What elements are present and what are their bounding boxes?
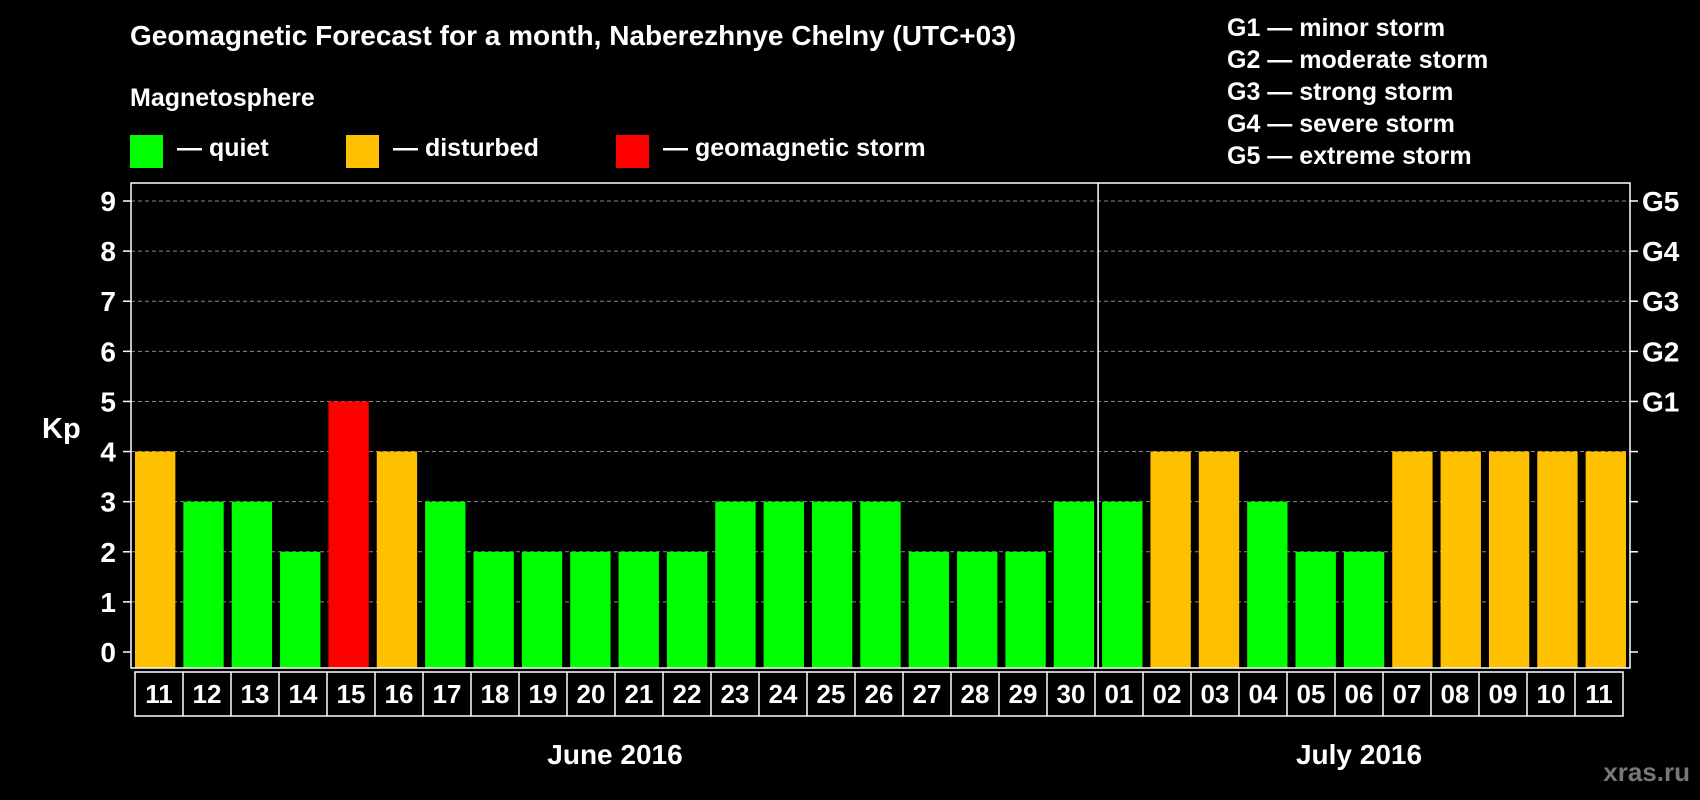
month-label: June 2016 <box>547 739 682 770</box>
y-tick-label: 4 <box>100 437 116 468</box>
bar-28 <box>1488 451 1530 668</box>
g-scale-label: G3 <box>1642 286 1679 317</box>
x-tick-label: 16 <box>385 679 414 709</box>
x-tick-label: 20 <box>577 679 606 709</box>
plot-frame <box>130 182 1631 669</box>
bar-12 <box>715 501 756 668</box>
x-tick-label: 05 <box>1297 679 1326 709</box>
x-tick-label: 26 <box>865 679 894 709</box>
bar-30 <box>1585 451 1626 668</box>
y-tick-label: 6 <box>100 336 116 367</box>
bar-24 <box>1295 551 1336 668</box>
bar-7 <box>473 551 514 668</box>
x-tick-label: 13 <box>241 679 270 709</box>
legend-swatch-storm <box>616 135 649 168</box>
g-scale-label: G5 <box>1642 186 1679 217</box>
legend-label-disturbed: — disturbed <box>393 134 539 162</box>
bar-18 <box>1005 551 1046 668</box>
x-tick-label: 11 <box>1585 679 1613 709</box>
x-tick-label: 25 <box>817 679 846 709</box>
x-tick-label: 04 <box>1249 679 1278 709</box>
y-tick-label: 9 <box>100 186 116 217</box>
chart-title: Geomagnetic Forecast for a month, Nabere… <box>130 20 1017 51</box>
storm-scale-g5: G5 — extreme storm <box>1227 142 1472 170</box>
legend-label-quiet: — quiet <box>177 134 269 162</box>
bar-0 <box>135 451 176 668</box>
bar-22 <box>1198 451 1240 668</box>
storm-scale-g4: G4 — severe storm <box>1227 110 1455 138</box>
x-tick-label: 28 <box>961 679 990 709</box>
bar-6 <box>425 501 466 668</box>
bar-2 <box>231 501 273 668</box>
storm-scale-legend: G1 — minor storm G2 — moderate storm G3 … <box>1227 12 1488 172</box>
x-tick-label: 03 <box>1201 679 1230 709</box>
x-tick-label: 29 <box>1009 679 1038 709</box>
y-tick-label: 0 <box>100 637 116 668</box>
legend-swatch-quiet <box>130 135 163 168</box>
x-tick-label: 09 <box>1489 679 1518 709</box>
bar-13 <box>763 501 804 668</box>
x-tick-label: 01 <box>1105 679 1134 709</box>
x-tick-label: 07 <box>1393 679 1422 709</box>
bar-29 <box>1537 451 1578 668</box>
bar-15 <box>860 501 901 668</box>
x-tick-label: 19 <box>529 679 558 709</box>
x-tick-label: 24 <box>769 679 798 709</box>
storm-scale-g3: G3 — strong storm <box>1227 78 1454 106</box>
legend-label-storm: — geomagnetic storm <box>663 134 926 162</box>
g-scale-label: G4 <box>1642 236 1680 267</box>
bar-25 <box>1343 551 1385 668</box>
x-tick-label: 14 <box>289 679 318 709</box>
x-tick-label: 18 <box>481 679 510 709</box>
x-tick-label: 17 <box>433 679 462 709</box>
bar-23 <box>1247 501 1288 668</box>
bar-4 <box>328 401 369 668</box>
y-tick-label: 2 <box>100 537 116 568</box>
x-tick-label: 21 <box>625 679 654 709</box>
x-tick-label: 30 <box>1057 679 1086 709</box>
bar-16 <box>908 551 950 668</box>
y-tick-label: 1 <box>100 587 116 618</box>
y-axis-label: Kp <box>42 413 81 445</box>
month-label: July 2016 <box>1296 739 1422 770</box>
bar-21 <box>1150 451 1191 668</box>
x-tick-label: 06 <box>1345 679 1374 709</box>
watermark: xras.ru <box>1603 757 1690 787</box>
bar-8 <box>521 551 563 668</box>
x-tick-label: 22 <box>673 679 702 709</box>
y-tick-label: 5 <box>100 386 116 417</box>
x-tick-label: 08 <box>1441 679 1470 709</box>
bar-17 <box>957 551 998 668</box>
g-scale-label: G1 <box>1642 386 1679 417</box>
legend-swatch-disturbed <box>346 135 379 168</box>
bar-11 <box>666 551 708 668</box>
date-row <box>134 671 1624 717</box>
x-tick-label: 02 <box>1153 679 1182 709</box>
legend-heading: Magnetosphere <box>130 84 315 112</box>
x-tick-label: 23 <box>721 679 750 709</box>
y-tick-label: 8 <box>100 236 116 267</box>
storm-scale-g1: G1 — minor storm <box>1227 14 1446 42</box>
bar-3 <box>280 551 321 668</box>
storm-scale-g2: G2 — moderate storm <box>1227 46 1489 74</box>
y-tick-label: 3 <box>100 487 116 518</box>
bar-5 <box>376 451 418 668</box>
bar-20 <box>1102 501 1143 668</box>
x-tick-label: 27 <box>913 679 942 709</box>
bar-27 <box>1440 451 1481 668</box>
bar-19 <box>1053 501 1095 668</box>
g-scale-label: G2 <box>1642 336 1679 367</box>
bar-14 <box>811 501 853 668</box>
bar-1 <box>183 501 224 668</box>
x-tick-label: 12 <box>193 679 222 709</box>
bar-26 <box>1392 451 1433 668</box>
x-tick-label: 11 <box>145 679 173 709</box>
bar-9 <box>570 551 611 668</box>
y-tick-label: 7 <box>100 286 116 317</box>
bar-10 <box>618 551 659 668</box>
x-tick-label: 15 <box>337 679 366 709</box>
x-tick-label: 10 <box>1537 679 1566 709</box>
